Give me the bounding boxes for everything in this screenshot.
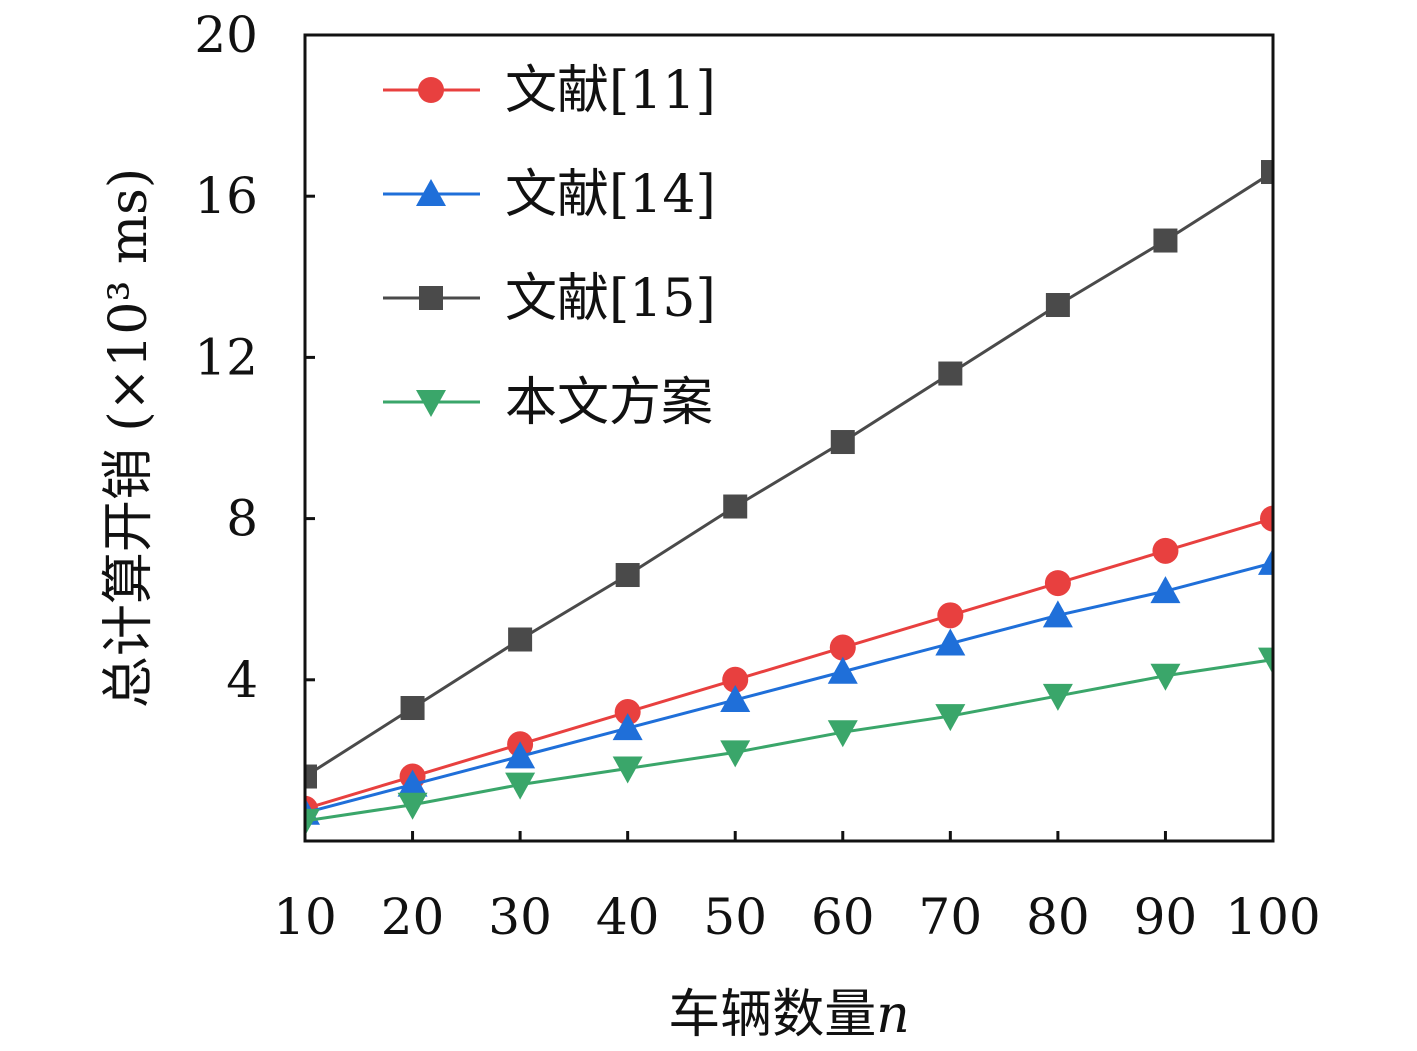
series-2-point-8 [1153, 228, 1178, 253]
series-0-point-3 [614, 699, 641, 726]
series-2-point-2 [508, 627, 533, 652]
series-3-point-4 [720, 740, 751, 768]
x-tick-label-8: 90 [1134, 888, 1198, 946]
series-3-point-5 [827, 720, 858, 748]
series-2-line [305, 170, 1273, 778]
series-1-line [305, 561, 1273, 815]
legend-marker-1 [416, 179, 446, 206]
series-1-point-4 [720, 684, 751, 712]
series-1-point-9 [1258, 547, 1273, 575]
series-3-point-9 [1258, 647, 1273, 675]
y-tick-label-0: 4 [226, 651, 258, 709]
x-tick-label-9: 100 [1225, 888, 1320, 946]
x-tick-label-6: 70 [919, 888, 983, 946]
series-2-point-4 [723, 494, 748, 519]
series-1-point-7 [1042, 600, 1073, 628]
series-2-point-9 [1261, 160, 1273, 185]
series-3-point-8 [1150, 663, 1181, 691]
x-tick-label-4: 50 [703, 888, 767, 946]
x-axis-label-main: 车辆数量 [668, 985, 876, 1045]
series-0-point-5 [829, 634, 856, 661]
legend-label-2: 文献[15] [505, 269, 716, 329]
y-axis-label: 总计算开销 (×10³ ms) [99, 168, 159, 708]
series-3-point-0 [305, 808, 320, 836]
series-1-point-5 [827, 656, 858, 684]
series-3-point-6 [935, 704, 966, 732]
y-tick-label-3: 16 [194, 167, 258, 225]
legend-marker-3 [416, 390, 446, 417]
x-axis-label-var: n [876, 985, 910, 1045]
series-0-point-4 [722, 666, 749, 693]
y-tick-label-4: 20 [194, 6, 258, 64]
series-layer [305, 160, 1273, 836]
y-tick-label-2: 12 [194, 328, 258, 386]
series-1-point-2 [505, 741, 536, 769]
series-group [305, 160, 1273, 836]
legend-label-3: 本文方案 [505, 373, 713, 433]
series-1-point-3 [612, 713, 643, 741]
legend-label-1: 文献[14] [505, 165, 716, 225]
x-tick-label-5: 60 [811, 888, 875, 946]
series-1-point-8 [1150, 576, 1181, 604]
series-0-point-6 [937, 602, 964, 629]
series-1-point-6 [935, 628, 966, 656]
x-tick-label-0: 10 [273, 888, 337, 946]
series-2-point-0 [305, 764, 317, 789]
series-3-point-2 [505, 772, 536, 800]
series-3-point-3 [612, 756, 643, 784]
legend-marker-0 [418, 77, 444, 103]
series-3-line [305, 658, 1273, 823]
series-3-point-7 [1042, 683, 1073, 711]
legend-marker-2 [419, 286, 443, 310]
series-0-line [305, 517, 1273, 811]
series-0-point-9 [1260, 505, 1273, 532]
series-1-point-1 [397, 769, 428, 797]
ticks-layer: 10 20 30 40 50 60 70 80 90 100 4 8 12 16 20 [194, 6, 1320, 946]
series-2-point-5 [830, 430, 855, 455]
series-2-point-7 [1045, 293, 1070, 318]
series-0-point-7 [1044, 570, 1071, 597]
series-2-point-1 [400, 696, 425, 721]
y-tick-label-1: 8 [226, 490, 258, 548]
legend-label-0: 文献[11] [505, 61, 716, 121]
series-2-point-3 [615, 563, 640, 588]
series-2-point-6 [938, 361, 963, 386]
x-tick-label-3: 40 [596, 888, 660, 946]
series-3-point-1 [397, 792, 428, 820]
x-axis-label: 车辆数量n [668, 985, 910, 1045]
legend: 文献[11] 文献[14] 文献[15] 本文方案 [383, 61, 716, 433]
plot-frame [303, 33, 1275, 843]
x-tick-label-2: 30 [488, 888, 552, 946]
x-tick-label-1: 20 [381, 888, 445, 946]
series-0-point-8 [1152, 537, 1179, 564]
x-tick-label-7: 80 [1026, 888, 1090, 946]
